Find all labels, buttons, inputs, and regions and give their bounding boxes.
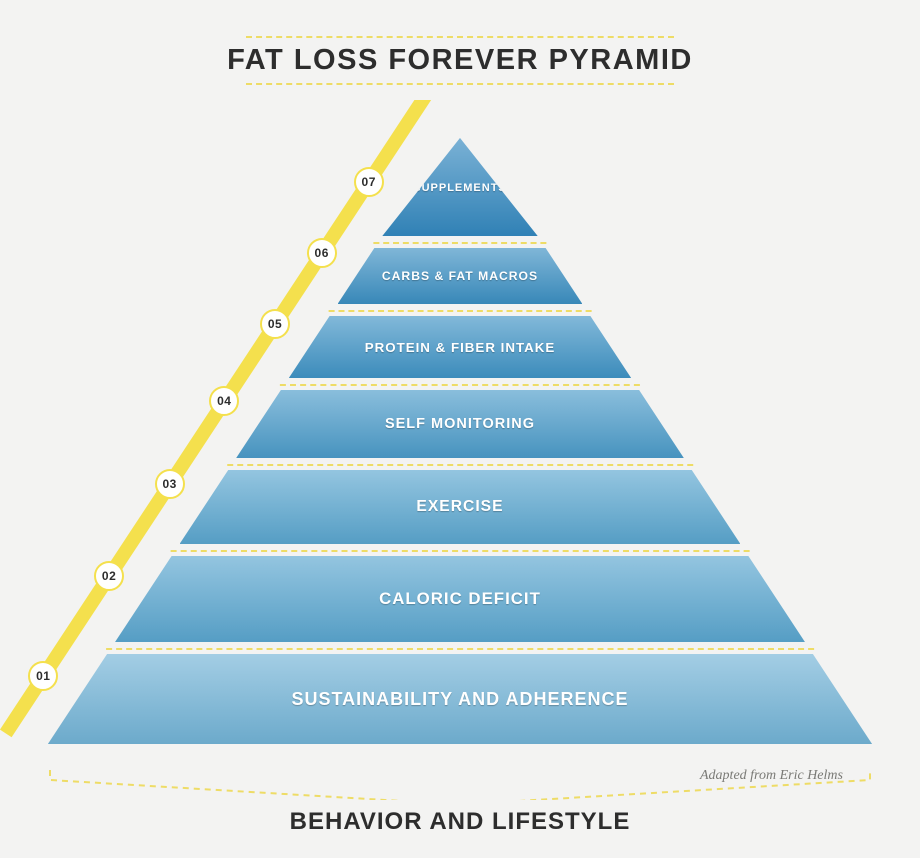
level-number: 06 [315, 246, 329, 260]
pyramid-level: EXERCISE [180, 470, 741, 544]
level-number: 04 [217, 394, 231, 408]
level-separator [280, 384, 640, 386]
level-number: 05 [268, 317, 282, 331]
page-title: FAT LOSS FOREVER PYRAMID [217, 38, 703, 83]
level-number-badge: 07 [354, 167, 384, 197]
title-block: FAT LOSS FOREVER PYRAMID [0, 36, 920, 85]
pyramid-level-label: PROTEIN & FIBER INTAKE [365, 340, 556, 355]
title-underline [246, 83, 674, 85]
pyramid-level-label: SUSTAINABILITY AND ADHERENCE [291, 689, 628, 710]
pyramid-level: PROTEIN & FIBER INTAKE [289, 316, 631, 378]
pyramid-level: CALORIC DEFICIT [115, 556, 805, 642]
level-number-badge: 03 [155, 469, 185, 499]
pyramid-level-label: CALORIC DEFICIT [379, 589, 541, 609]
level-number-badge: 06 [307, 238, 337, 268]
pyramid-level: CARBS & FAT MACROS [338, 248, 583, 304]
pyramid-level: SELF MONITORING [236, 390, 684, 458]
pyramid-level-label: SELF MONITORING [385, 416, 535, 432]
bottom-label: BEHAVIOR AND LIFESTYLE [0, 808, 920, 836]
level-separator [329, 310, 592, 312]
level-number: 03 [162, 477, 176, 491]
pyramid-level-label: SUPPLEMENTS [413, 182, 507, 194]
level-number: 07 [362, 175, 376, 189]
level-number: 01 [36, 669, 50, 683]
level-number: 02 [102, 569, 116, 583]
level-separator [373, 242, 546, 244]
attribution-text: Adapted from Eric Helms [700, 768, 843, 784]
pyramid-level-label: CARBS & FAT MACROS [382, 269, 538, 283]
pyramid-level: SUSTAINABILITY AND ADHERENCE [48, 654, 872, 744]
pyramid-level-label: EXERCISE [416, 498, 503, 516]
level-separator [171, 550, 750, 552]
level-separator [227, 464, 693, 466]
level-separator [106, 648, 814, 650]
